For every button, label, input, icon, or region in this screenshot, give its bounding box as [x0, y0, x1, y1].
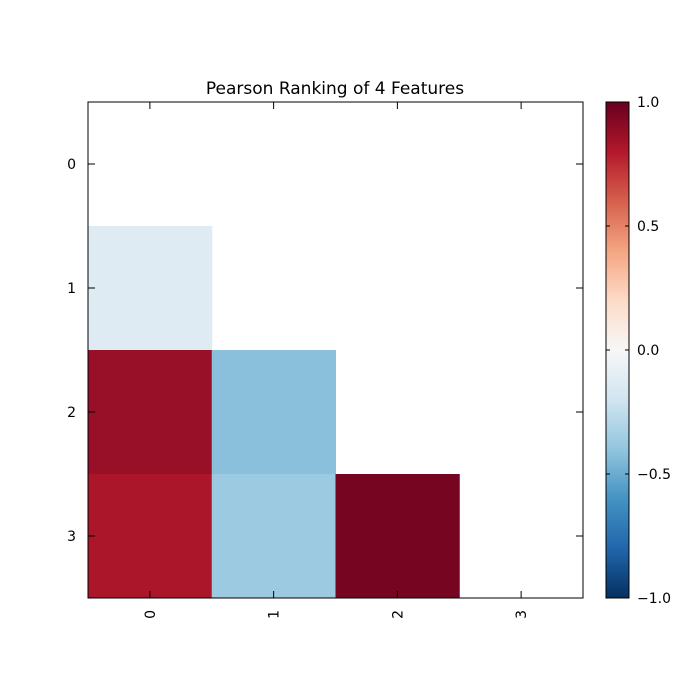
colorbar-tick-label: 0.0: [637, 343, 659, 359]
heatmap-cell: [88, 350, 213, 475]
y-tick-label: 2: [67, 405, 76, 421]
x-tick-label: 0: [143, 610, 159, 619]
heatmap-cell: [88, 226, 213, 351]
heatmap-cells: [88, 226, 460, 599]
colorbar-tick-label: −0.5: [637, 467, 671, 483]
x-tick-label: 1: [267, 610, 283, 619]
axis-ticks: 0 1 2 3 0 1 2 3: [67, 102, 583, 619]
heatmap-cell: [88, 474, 213, 599]
colorbar-tick-label: −1.0: [637, 591, 671, 607]
colorbar-ticks: 1.0 0.5 0.0 −0.5 −1.0: [606, 95, 671, 607]
heatmap-cell: [335, 474, 460, 599]
heatmap-cell: [211, 350, 336, 475]
y-tick-label: 1: [67, 281, 76, 297]
x-tick-label: 2: [390, 610, 406, 619]
chart-title: Pearson Ranking of 4 Features: [206, 79, 464, 99]
y-tick-label: 0: [67, 157, 76, 173]
x-tick-label: 3: [514, 610, 530, 619]
colorbar-tick-label: 0.5: [637, 219, 659, 235]
colorbar-tick-label: 1.0: [637, 95, 659, 111]
heatmap-cell: [211, 474, 336, 599]
plot-frame: [87, 101, 584, 599]
y-tick-label: 3: [67, 529, 76, 545]
